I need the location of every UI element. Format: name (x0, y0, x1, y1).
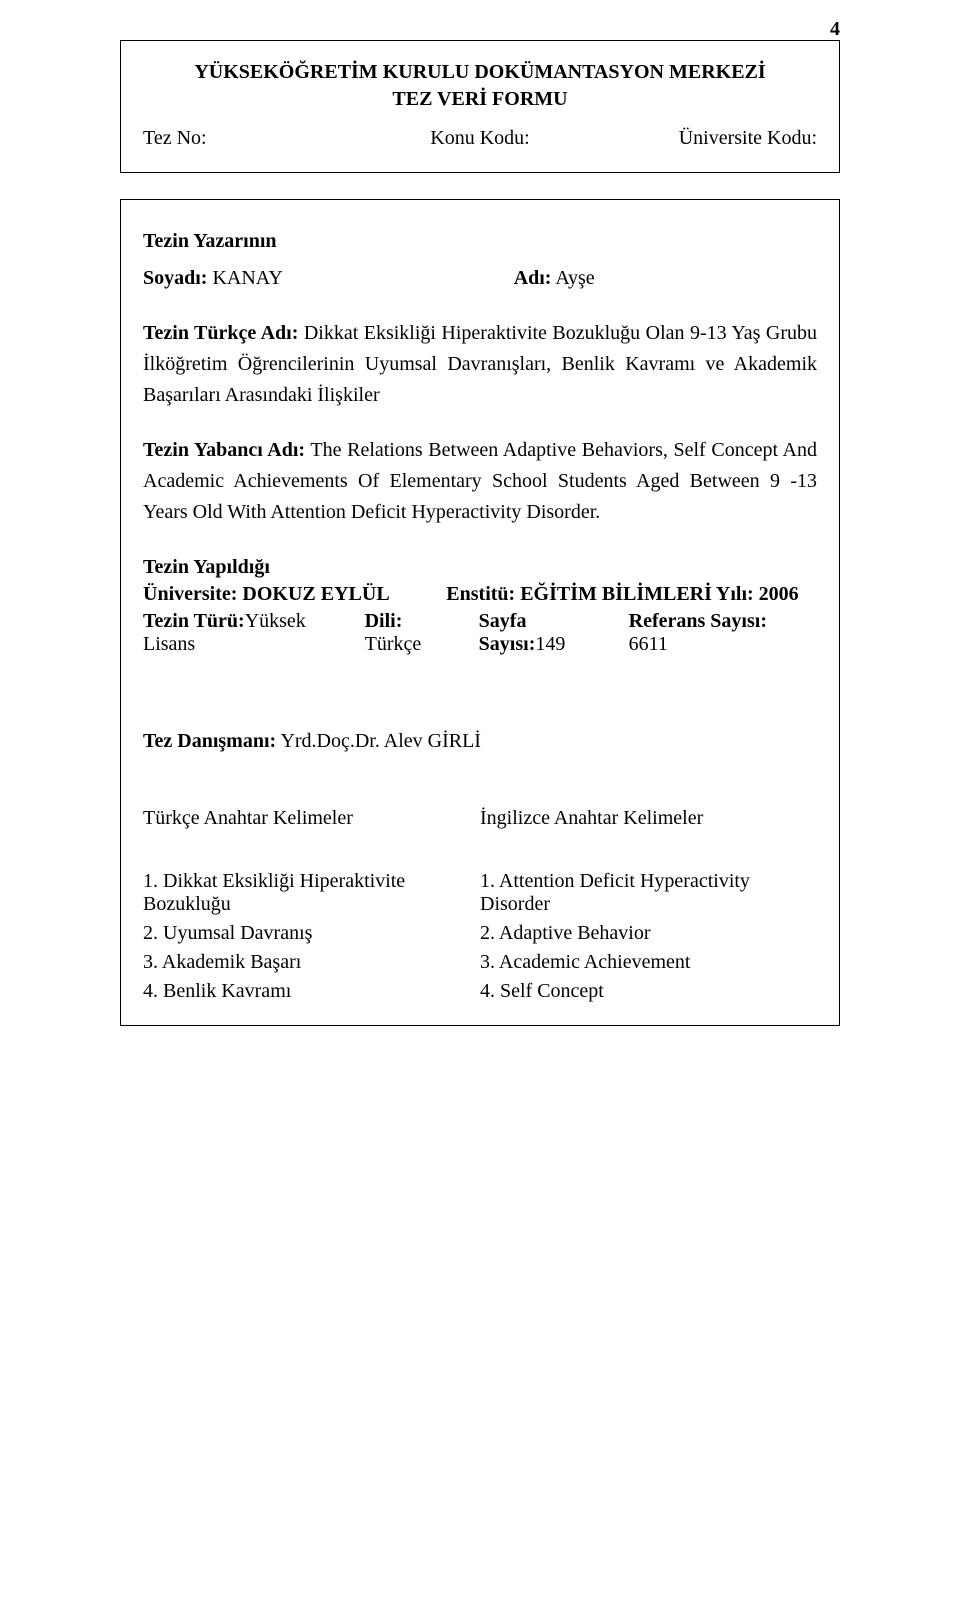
en-kw-header: İngilizce Anahtar Kelimeler (480, 807, 817, 830)
header-line1: YÜKSEKÖĞRETİM KURULU DOKÜMANTASYON MERKE… (143, 59, 817, 86)
header-title: YÜKSEKÖĞRETİM KURULU DOKÜMANTASYON MERKE… (143, 59, 817, 113)
danisman-row: Tez Danışmanı: Yrd.Doç.Dr. Alev GİRLİ (143, 726, 817, 757)
dil-value: Türkçe (365, 633, 422, 655)
universite-label: Üniversite: DOKUZ EYLÜL (143, 583, 446, 606)
author-row: Soyadı: KANAY Adı: Ayşe (143, 263, 817, 294)
tezin-turkce: Tezin Türkçe Adı: Dikkat Eksikliği Hiper… (143, 318, 817, 411)
kw-row-2: 2. Uyumsal Davranış 2. Adaptive Behavior (143, 922, 817, 945)
tr-kw-1: 1. Dikkat Eksikliği Hiperaktivite Bozukl… (143, 870, 480, 916)
tur-label: Tezin Türü: (143, 610, 245, 632)
danisman-value: Yrd.Doç.Dr. Alev GİRLİ (280, 730, 481, 752)
kw-header-row: Türkçe Anahtar Kelimeler İngilizce Anaht… (143, 807, 817, 830)
tezin-yapildigi-label: Tezin Yapıldığı (143, 552, 817, 583)
body-box: Tezin Yazarının Soyadı: KANAY Adı: Ayşe … (120, 199, 840, 1026)
header-line2: TEZ VERİ FORMU (143, 86, 817, 113)
page: 4 YÜKSEKÖĞRETİM KURULU DOKÜMANTASYON MER… (0, 0, 960, 1619)
tezin-yazarinin-label: Tezin Yazarının (143, 226, 817, 257)
ref-label: Referans Sayısı: (629, 610, 767, 632)
en-kw-3: 3. Academic Achievement (480, 951, 817, 974)
kw-row-3: 3. Akademik Başarı 3. Academic Achieveme… (143, 951, 817, 974)
adi-value-text: Ayşe (555, 267, 594, 289)
kw-row-1: 1. Dikkat Eksikliği Hiperaktivite Bozukl… (143, 870, 817, 916)
en-kw-4: 4. Self Concept (480, 980, 817, 1003)
header-labels-row: Tez No: Konu Kodu: Üniversite Kodu: (143, 127, 817, 150)
soyadi-label: Soyadı: (143, 267, 207, 289)
tr-kw-3: 3. Akademik Başarı (143, 951, 480, 974)
tezin-yabanci: Tezin Yabancı Adı: The Relations Between… (143, 435, 817, 528)
tr-kw-header: Türkçe Anahtar Kelimeler (143, 807, 480, 830)
konu-kodu-label: Konu Kodu: (368, 127, 593, 150)
sayfa-label: Sayfa Sayısı: (479, 610, 536, 655)
tr-kw-2: 2. Uyumsal Davranış (143, 922, 480, 945)
tr-kw-4: 4. Benlik Kavramı (143, 980, 480, 1003)
page-number: 4 (830, 18, 840, 41)
ref-value: 6611 (629, 633, 668, 655)
dil-label: Dili: (365, 610, 403, 632)
universite-kodu-label: Üniversite Kodu: (592, 127, 817, 150)
adi-label: Adı: (514, 267, 552, 289)
tezin-yabanci-label: Tezin Yabancı Adı: (143, 439, 305, 461)
en-kw-1: 1. Attention Deficit Hyperactivity Disor… (480, 870, 817, 916)
en-kw-2: 2. Adaptive Behavior (480, 922, 817, 945)
yili-label: Yılı: 2006 (716, 583, 817, 606)
kw-row-4: 4. Benlik Kavramı 4. Self Concept (143, 980, 817, 1003)
danisman-label: Tez Danışmanı: (143, 730, 276, 752)
sayfa-value: 149 (535, 633, 565, 655)
enstitu-label: Enstitü: EĞİTİM BİLİMLERİ (446, 583, 716, 606)
tezin-yapildigi-row: Üniversite: DOKUZ EYLÜL Enstitü: EĞİTİM … (143, 583, 817, 606)
soyadi-value-text: KANAY (212, 267, 282, 289)
meta-row: Tezin Türü:Yüksek Lisans Dili: Türkçe Sa… (143, 610, 817, 656)
tez-no-label: Tez No: (143, 127, 368, 150)
header-box: YÜKSEKÖĞRETİM KURULU DOKÜMANTASYON MERKE… (120, 40, 840, 173)
tezin-turkce-label: Tezin Türkçe Adı: (143, 322, 298, 344)
